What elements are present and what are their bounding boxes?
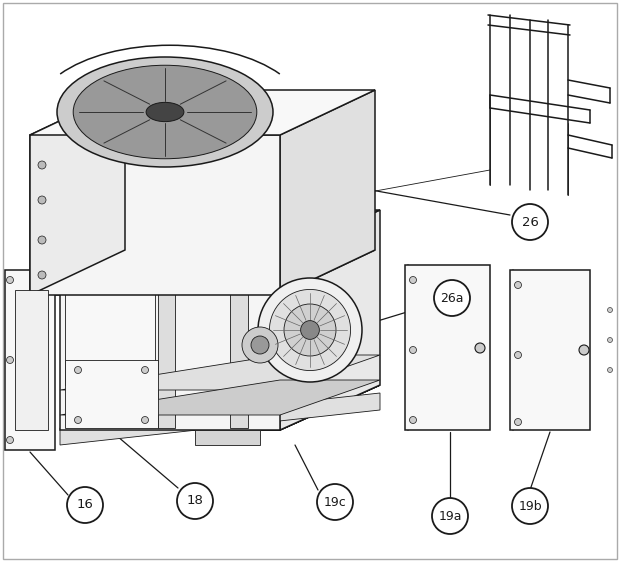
Circle shape	[177, 483, 213, 519]
Circle shape	[270, 289, 350, 370]
Circle shape	[515, 419, 521, 425]
Polygon shape	[280, 210, 380, 430]
Ellipse shape	[73, 65, 257, 158]
Circle shape	[301, 321, 319, 339]
Circle shape	[434, 280, 470, 316]
Circle shape	[608, 307, 613, 312]
Circle shape	[608, 368, 613, 373]
Circle shape	[512, 204, 548, 240]
Polygon shape	[5, 270, 55, 450]
Polygon shape	[60, 385, 380, 430]
Polygon shape	[65, 265, 155, 385]
Circle shape	[608, 338, 613, 342]
Text: 19b: 19b	[518, 500, 542, 513]
Circle shape	[515, 282, 521, 288]
Circle shape	[38, 271, 46, 279]
Polygon shape	[230, 258, 248, 428]
Circle shape	[432, 498, 468, 534]
Polygon shape	[30, 90, 375, 135]
Ellipse shape	[57, 57, 273, 167]
Polygon shape	[30, 90, 125, 295]
Polygon shape	[65, 360, 158, 428]
Circle shape	[74, 366, 81, 374]
Text: 19c: 19c	[324, 496, 347, 509]
Circle shape	[579, 345, 589, 355]
Text: 19a: 19a	[438, 510, 462, 523]
Polygon shape	[195, 430, 260, 445]
Polygon shape	[60, 393, 380, 445]
Circle shape	[242, 327, 278, 363]
Circle shape	[6, 437, 14, 443]
Circle shape	[251, 336, 269, 354]
Polygon shape	[158, 258, 175, 428]
Polygon shape	[15, 290, 48, 430]
Circle shape	[6, 356, 14, 364]
Ellipse shape	[146, 102, 184, 121]
Circle shape	[409, 416, 417, 424]
Polygon shape	[510, 270, 590, 430]
Text: 26: 26	[521, 215, 538, 229]
Polygon shape	[30, 135, 280, 295]
Text: 26a: 26a	[440, 292, 464, 305]
Circle shape	[512, 488, 548, 524]
Polygon shape	[60, 210, 380, 255]
Text: eReplacementParts.com: eReplacementParts.com	[227, 335, 363, 345]
Circle shape	[38, 236, 46, 244]
Text: 16: 16	[76, 498, 94, 511]
Text: 18: 18	[187, 495, 203, 507]
Circle shape	[38, 196, 46, 204]
Circle shape	[409, 347, 417, 353]
Circle shape	[475, 343, 485, 353]
Circle shape	[141, 366, 149, 374]
Circle shape	[284, 304, 336, 356]
Circle shape	[258, 278, 362, 382]
Circle shape	[6, 277, 14, 283]
Circle shape	[67, 487, 103, 523]
Polygon shape	[280, 90, 375, 295]
Circle shape	[515, 351, 521, 359]
Circle shape	[409, 277, 417, 283]
Polygon shape	[60, 255, 280, 430]
Circle shape	[317, 484, 353, 520]
Polygon shape	[60, 380, 380, 415]
Circle shape	[38, 161, 46, 169]
Polygon shape	[405, 265, 490, 430]
Circle shape	[74, 416, 81, 424]
Polygon shape	[60, 355, 380, 390]
Polygon shape	[30, 250, 375, 295]
Circle shape	[141, 416, 149, 424]
